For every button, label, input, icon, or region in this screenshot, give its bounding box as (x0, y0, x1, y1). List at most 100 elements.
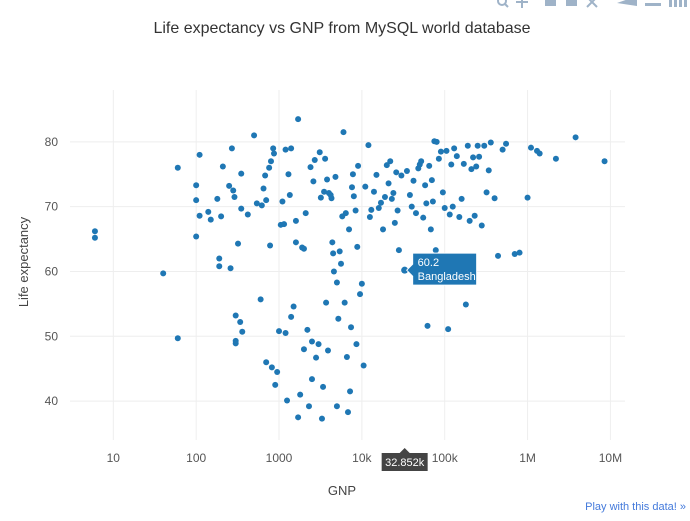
data-point[interactable] (313, 354, 320, 361)
data-point[interactable] (420, 214, 427, 221)
data-point[interactable] (390, 190, 397, 197)
data-point[interactable] (321, 188, 328, 195)
data-point[interactable] (357, 291, 364, 298)
data-point[interactable] (230, 187, 237, 194)
data-point[interactable] (160, 270, 167, 277)
data-point[interactable] (453, 153, 460, 160)
data-point[interactable] (552, 155, 559, 162)
data-point[interactable] (300, 346, 307, 353)
data-point[interactable] (218, 213, 225, 220)
data-point[interactable] (330, 268, 337, 275)
data-point[interactable] (426, 162, 433, 169)
data-point[interactable] (381, 193, 388, 200)
data-point[interactable] (316, 149, 323, 156)
data-point[interactable] (257, 296, 264, 303)
data-point[interactable] (373, 171, 380, 178)
data-point[interactable] (422, 182, 429, 189)
data-point[interactable] (310, 178, 317, 185)
data-point[interactable] (511, 250, 518, 257)
data-point[interactable] (267, 242, 274, 249)
data-point[interactable] (239, 328, 246, 335)
data-point[interactable] (449, 203, 456, 210)
plotly-logo-icon[interactable] (669, 0, 687, 7)
data-point[interactable] (232, 312, 239, 319)
data-point[interactable] (410, 177, 417, 184)
data-point[interactable] (323, 299, 330, 306)
data-point[interactable] (366, 214, 373, 221)
data-point[interactable] (300, 245, 307, 252)
data-point[interactable] (346, 226, 353, 233)
data-point[interactable] (342, 210, 349, 217)
data-point[interactable] (238, 205, 245, 212)
hover-compare-icon[interactable] (645, 0, 661, 6)
data-point[interactable] (380, 226, 387, 233)
data-point[interactable] (462, 301, 469, 308)
data-point[interactable] (572, 134, 579, 141)
data-point[interactable] (290, 303, 297, 310)
data-point[interactable] (262, 172, 269, 179)
data-point[interactable] (307, 164, 314, 171)
data-point[interactable] (443, 147, 450, 154)
data-point[interactable] (424, 322, 431, 329)
data-point[interactable] (295, 414, 302, 421)
data-point[interactable] (468, 166, 475, 173)
data-point[interactable] (271, 150, 278, 157)
data-point[interactable] (214, 195, 221, 202)
data-point[interactable] (263, 359, 270, 366)
data-point[interactable] (354, 243, 361, 250)
data-point[interactable] (460, 160, 467, 167)
data-point[interactable] (332, 173, 339, 180)
data-point[interactable] (270, 145, 277, 152)
data-point[interactable] (193, 197, 200, 204)
data-point[interactable] (282, 330, 289, 337)
data-point[interactable] (196, 151, 203, 158)
data-point[interactable] (174, 335, 181, 342)
data-point[interactable] (320, 383, 327, 390)
data-point[interactable] (279, 198, 286, 205)
data-point[interactable] (322, 155, 329, 162)
data-point[interactable] (398, 172, 405, 179)
data-point[interactable] (329, 239, 336, 246)
data-point[interactable] (328, 195, 335, 202)
data-point[interactable] (281, 221, 288, 228)
data-point[interactable] (228, 145, 235, 152)
data-point[interactable] (503, 140, 510, 147)
data-point[interactable] (286, 192, 293, 198)
data-point[interactable] (276, 328, 283, 335)
data-point[interactable] (352, 207, 359, 214)
data-point[interactable] (483, 189, 490, 196)
data-point[interactable] (473, 163, 480, 170)
data-point[interactable] (491, 195, 498, 202)
data-point[interactable] (315, 341, 322, 348)
data-point[interactable] (235, 240, 242, 247)
data-point[interactable] (274, 368, 281, 375)
data-point[interactable] (308, 338, 315, 345)
data-point[interactable] (471, 212, 478, 219)
data-point[interactable] (308, 376, 315, 383)
zoom-in-icon[interactable] (545, 0, 556, 6)
data-point[interactable] (251, 132, 258, 139)
data-point[interactable] (324, 347, 331, 354)
data-point[interactable] (375, 204, 382, 211)
data-point[interactable] (478, 222, 485, 229)
data-point[interactable] (282, 146, 289, 153)
data-point[interactable] (387, 158, 394, 165)
data-point[interactable] (338, 260, 345, 267)
data-point[interactable] (219, 163, 226, 170)
data-point[interactable] (377, 199, 384, 206)
data-point[interactable] (341, 299, 348, 306)
data-point[interactable] (464, 142, 471, 149)
data-point[interactable] (285, 171, 292, 178)
data-point[interactable] (429, 198, 436, 205)
data-point[interactable] (311, 157, 318, 163)
data-point[interactable] (456, 214, 463, 221)
data-point[interactable] (335, 315, 342, 322)
data-point[interactable] (441, 204, 448, 211)
data-point[interactable] (601, 158, 608, 165)
data-point[interactable] (232, 337, 239, 344)
data-point[interactable] (412, 210, 419, 217)
data-point[interactable] (196, 212, 203, 219)
data-point[interactable] (474, 142, 481, 149)
data-point[interactable] (495, 252, 502, 259)
data-point[interactable] (263, 197, 270, 204)
